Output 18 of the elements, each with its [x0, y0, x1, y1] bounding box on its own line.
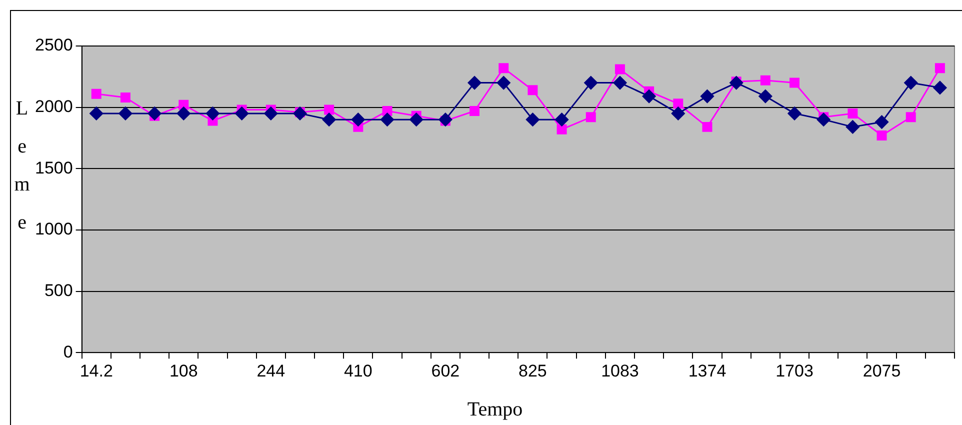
- x-tick-label: 410: [344, 361, 372, 380]
- x-tick-label: 244: [256, 361, 286, 380]
- y-tick-label: 1000: [34, 220, 73, 239]
- x-axis-title: Tempo: [467, 398, 523, 420]
- x-tick-label: 1703: [776, 361, 814, 380]
- y-tick-label: 0: [63, 342, 73, 362]
- x-tick-label: 108: [169, 361, 198, 380]
- y-tick-label: 1500: [34, 158, 73, 178]
- x-tick-label: 602: [431, 361, 460, 380]
- x-tick-label: 14.2: [80, 361, 113, 380]
- x-tick-label: 1374: [688, 361, 726, 380]
- y-tick-label: 2000: [34, 97, 73, 116]
- y-tick-label: 2500: [34, 36, 73, 55]
- y-tick-label: 500: [44, 280, 73, 300]
- y-axis-title: Leme: [14, 97, 30, 234]
- x-tick-label: 1083: [601, 361, 639, 380]
- x-tick-label: 825: [518, 361, 547, 380]
- x-tick-label: 2075: [862, 361, 901, 380]
